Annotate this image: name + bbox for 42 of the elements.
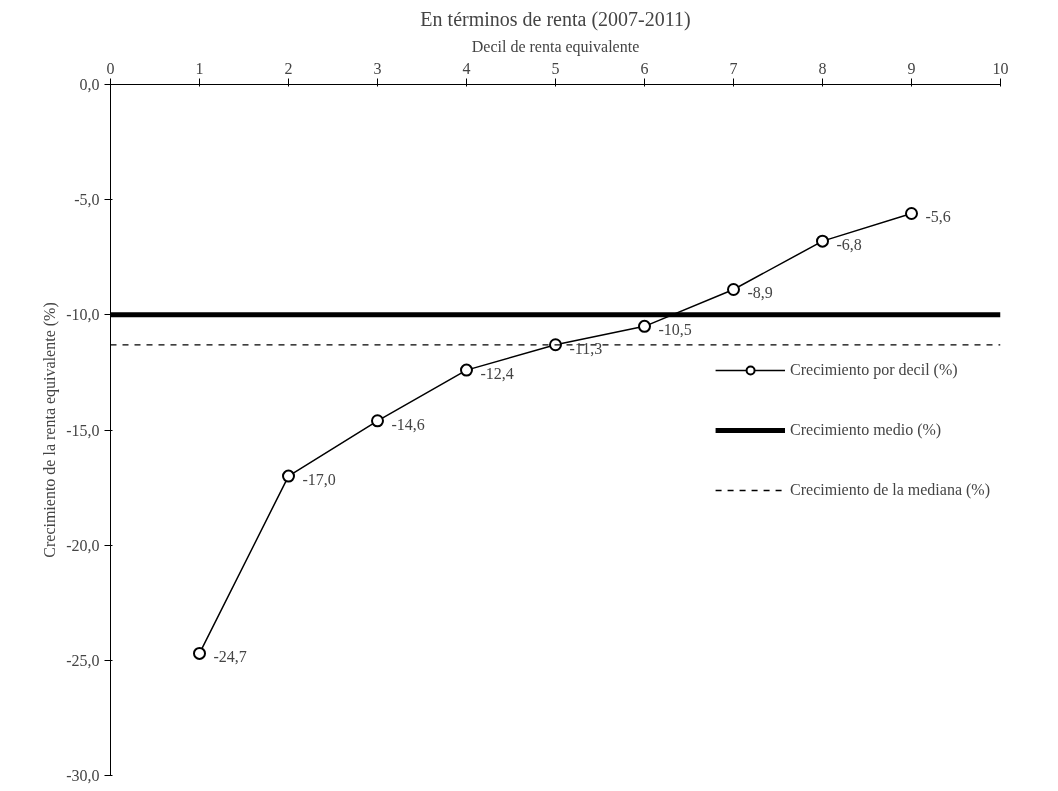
data-label: -11,3 [569, 339, 603, 357]
point [905, 207, 918, 220]
x-tick-label: 7 [729, 59, 738, 77]
legend-label: Crecimiento de la mediana (%) [790, 480, 990, 499]
x-tick-label: 3 [373, 59, 382, 77]
x-tick-label: 2 [284, 59, 293, 77]
x-tick-label: 4 [462, 59, 471, 77]
data-label: -14,6 [391, 415, 425, 433]
x-tick-label: 0 [106, 59, 115, 77]
y-axis-title: Crecimiento de la renta equivalente (%) [41, 302, 60, 558]
x-tick-label: 8 [818, 59, 827, 77]
point [549, 338, 562, 352]
x-tick-label: 5 [551, 59, 560, 77]
point [727, 283, 740, 296]
y-tick-label: -15,0 [66, 421, 100, 439]
point [460, 363, 473, 377]
y-tick-label: -30,0 [66, 767, 100, 784]
x-tick-label: 1 [195, 59, 204, 77]
point [371, 414, 384, 428]
legend-label: Crecimiento por decil (%) [790, 360, 958, 379]
point [816, 234, 829, 248]
chart-title: En términos de renta (2007-2011) [420, 7, 691, 31]
data-label: -17,0 [302, 471, 336, 489]
data-label: -24,7 [213, 648, 247, 666]
y-tick-label: -10,0 [66, 306, 100, 324]
y-tick-label: 0,0 [79, 76, 100, 93]
y-tick-label: -5,0 [74, 191, 100, 209]
y-tick-label: -20,0 [66, 536, 100, 554]
x-tick-label: 10 [992, 59, 1009, 77]
point [282, 469, 295, 483]
x-axis-title: Decil de renta equivalente [471, 37, 640, 56]
data-label: -6,8 [836, 236, 862, 254]
data-label: -12,4 [480, 365, 514, 383]
data-label: -8,9 [747, 284, 773, 302]
x-tick-label: 9 [907, 59, 916, 77]
data-label: -5,6 [925, 208, 951, 226]
y-tick-label: -25,0 [66, 651, 100, 669]
point [193, 646, 206, 660]
point [638, 319, 651, 333]
legend-label: Crecimiento medio (%) [790, 420, 942, 439]
x-tick-label: 6 [640, 59, 649, 77]
data-label: -10,5 [658, 321, 692, 339]
